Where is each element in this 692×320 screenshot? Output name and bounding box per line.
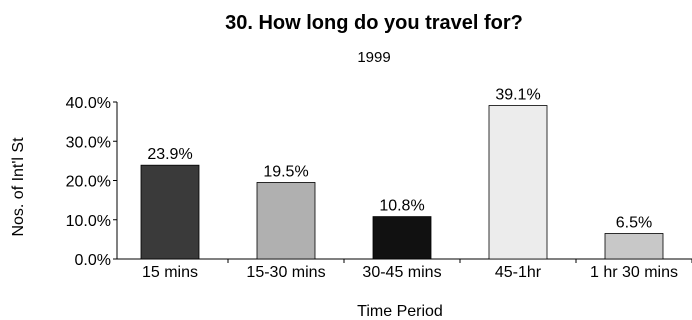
x-tick-label: 15-30 mins (246, 264, 325, 281)
data-labels: 23.9% 19.5% 10.8% 39.1% 6.5% (147, 87, 652, 232)
y-tick-label: 10.0% (66, 213, 111, 230)
y-axis-label: Nos. of Int'l St (10, 137, 27, 237)
x-axis-label: Time Period (357, 303, 443, 320)
bar (140, 164, 200, 260)
y-tick-label: 0.0% (75, 252, 111, 269)
data-label: 39.1% (495, 87, 540, 104)
chart-title: 30. How long do you travel for? (225, 12, 523, 34)
bar (372, 216, 432, 260)
x-tick-label: 1 hr 30 mins (590, 264, 678, 281)
bar (604, 233, 664, 260)
y-tick-label: 20.0% (66, 174, 111, 191)
y-tick-label: 30.0% (66, 134, 111, 151)
data-label: 23.9% (147, 146, 192, 163)
y-ticks: 0.0% 10.0% 20.0% 30.0% 40.0% (66, 95, 117, 269)
bar (488, 105, 548, 260)
bar (256, 182, 316, 260)
data-label: 6.5% (616, 214, 652, 231)
data-label: 19.5% (263, 163, 308, 180)
y-tick-label: 40.0% (66, 95, 111, 112)
x-tick-label: 45-1hr (495, 264, 542, 281)
x-tick-label: 15 mins (142, 264, 198, 281)
bars (140, 105, 664, 260)
data-label: 10.8% (379, 198, 424, 215)
x-ticks: 15 mins 15-30 mins 30-45 mins 45-1hr 1 hr 30… (142, 259, 692, 281)
chart-subtitle: 1999 (357, 49, 390, 66)
x-tick-label: 30-45 mins (362, 264, 441, 281)
